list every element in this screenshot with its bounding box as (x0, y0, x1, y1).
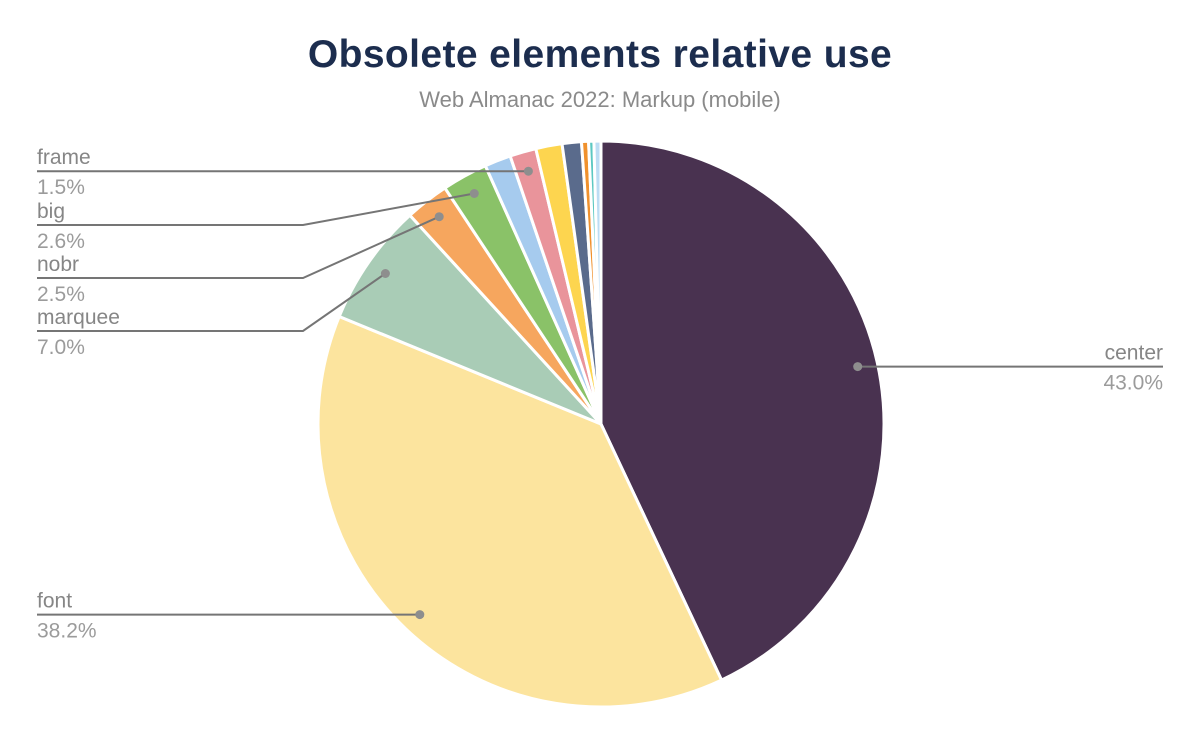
slice-pct-font: 38.2% (37, 620, 97, 643)
leader-dot-font (415, 610, 425, 620)
leader-dot-frame (523, 166, 533, 176)
slice-label-big: big (37, 200, 65, 223)
slice-pct-marquee: 7.0% (37, 336, 85, 359)
leader-dot-big (469, 189, 479, 198)
slice-label-marquee: marquee (37, 306, 120, 329)
slice-pct-nobr: 2.5% (37, 283, 85, 306)
chart-subtitle: Web Almanac 2022: Markup (mobile) (419, 87, 781, 112)
leader-dot-marquee (380, 269, 390, 278)
slice-label-frame: frame (37, 146, 91, 169)
leader-line-big (37, 192, 475, 226)
slice-pct-frame: 1.5% (37, 176, 85, 199)
pie-slice-marquee (337, 213, 603, 426)
leader-line-marquee (37, 272, 386, 332)
slice-label-center: center (1105, 342, 1163, 365)
pie-slice-center (599, 139, 886, 682)
slice-label-font: font (37, 590, 72, 613)
pie-slice-unlabeled-11 (592, 139, 603, 426)
leader-dot-nobr (434, 212, 444, 222)
slice-label-nobr: nobr (37, 253, 79, 276)
chart-title: Obsolete elements relative use (307, 33, 893, 76)
leader-dot-center (853, 362, 863, 372)
leader-line-nobr (37, 215, 440, 279)
pie-slice-font (316, 315, 723, 709)
slice-pct-center: 43.0% (1103, 372, 1163, 395)
slice-pct-big: 2.6% (37, 230, 85, 253)
